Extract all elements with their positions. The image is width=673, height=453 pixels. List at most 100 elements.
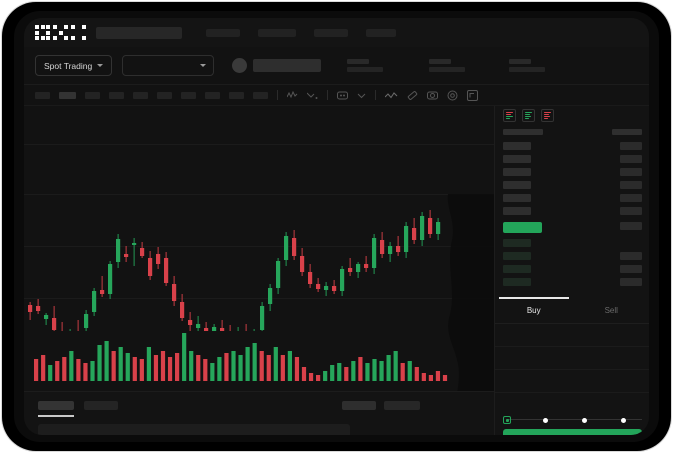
toolbar-divider xyxy=(327,90,328,100)
tab-sell[interactable]: Sell xyxy=(604,306,618,315)
template-icon[interactable] xyxy=(337,91,348,100)
orderbook-bid-row[interactable] xyxy=(503,239,531,247)
price-chart[interactable] xyxy=(24,106,502,434)
orderbook-last-amount xyxy=(620,222,642,230)
market-subheader: Spot Trading xyxy=(24,47,649,85)
chart-gridline xyxy=(24,194,494,195)
orderbook-bids-icon[interactable] xyxy=(522,109,535,122)
orders-tab-history[interactable] xyxy=(84,401,118,410)
ticker-stat-value xyxy=(347,67,384,72)
orderbook-bid-amount xyxy=(620,252,642,260)
slider-stop-75[interactable] xyxy=(621,417,626,423)
compare-icon[interactable] xyxy=(307,91,318,100)
orderbook-ask-row[interactable] xyxy=(503,207,531,215)
orderbook-ask-amount xyxy=(620,155,642,163)
timeframe-button[interactable] xyxy=(85,91,100,99)
orders-action-1[interactable] xyxy=(342,401,376,410)
timeframe-button[interactable] xyxy=(35,91,50,99)
orderbook-asks-icon[interactable] xyxy=(541,109,554,122)
orderbook-bid-row[interactable] xyxy=(503,252,531,260)
timeframe-button[interactable] xyxy=(181,91,196,99)
indicator-icon[interactable] xyxy=(287,90,298,100)
orders-tab-open[interactable] xyxy=(38,401,74,410)
ticker-stat-label xyxy=(509,59,532,64)
okx-logo[interactable] xyxy=(35,25,86,40)
okx-logo-letter-k xyxy=(53,25,68,40)
order-form-divider xyxy=(495,392,649,393)
tab-buy[interactable]: Buy xyxy=(495,297,573,323)
measure-icon[interactable] xyxy=(407,90,418,101)
chevron-down-icon xyxy=(97,64,104,67)
timeframe-button[interactable] xyxy=(109,91,124,99)
nav-item-1[interactable] xyxy=(206,28,240,37)
orderbook-bid-amount xyxy=(620,278,642,286)
orderbook-ask-amount xyxy=(620,194,642,202)
orderbook-ask-row[interactable] xyxy=(503,142,531,150)
slider-stop-25[interactable] xyxy=(543,417,548,423)
orders-tab-active-underline xyxy=(38,415,74,417)
timeframe-button[interactable] xyxy=(205,91,220,99)
search-input[interactable] xyxy=(96,26,182,39)
orders-panel xyxy=(24,391,494,435)
slider-track xyxy=(507,419,642,420)
app-screen: Spot Trading xyxy=(24,18,649,435)
okx-logo-letter-x xyxy=(71,25,86,40)
timeframe-button[interactable] xyxy=(133,91,148,99)
orderbook-ask-amount xyxy=(620,168,642,176)
trading-pair-selector[interactable] xyxy=(122,55,215,76)
ticker-stat-3 xyxy=(509,59,546,72)
order-form-divider xyxy=(495,369,649,370)
nav-item-2[interactable] xyxy=(258,28,296,37)
orders-action-2[interactable] xyxy=(384,401,420,410)
ticker-stat-label xyxy=(429,59,452,64)
chart-gridline xyxy=(24,144,494,145)
fullscreen-icon[interactable] xyxy=(467,89,478,101)
chevron-down-icon[interactable] xyxy=(357,91,366,100)
camera-icon[interactable] xyxy=(427,90,438,100)
orderbook-bid-amount xyxy=(620,265,642,273)
top-navbar xyxy=(24,18,649,47)
orderbook-view-modes xyxy=(503,109,554,122)
ticker-stat-label xyxy=(347,59,370,64)
orderbook-header-right xyxy=(612,129,642,135)
nav-item-3[interactable] xyxy=(314,28,348,37)
chart-toolbar xyxy=(24,85,649,106)
orderbook-ask-row[interactable] xyxy=(503,155,531,163)
chevron-down-icon xyxy=(200,64,207,67)
orderbook-ask-row[interactable] xyxy=(503,194,531,202)
chart-gridline xyxy=(24,246,494,247)
buy-sell-tabs: Buy Sell xyxy=(495,297,649,324)
timeframe-button[interactable] xyxy=(253,91,268,99)
orderbook-last-price-row xyxy=(503,222,542,233)
ticker-stat-1 xyxy=(347,59,384,72)
submit-order-button[interactable] xyxy=(503,429,642,435)
market-type-label: Spot Trading xyxy=(44,60,93,71)
ticker-stat-2 xyxy=(429,59,466,72)
settings-icon[interactable] xyxy=(447,90,458,101)
orderbook-both-icon[interactable] xyxy=(503,109,516,122)
device-bezel: Spot Trading xyxy=(14,11,659,442)
slider-stop-50[interactable] xyxy=(582,417,587,423)
timeframe-button[interactable] xyxy=(157,91,172,99)
ticker-stat-value xyxy=(429,67,466,72)
nav-item-4[interactable] xyxy=(366,28,396,37)
orderbook-bid-row[interactable] xyxy=(503,278,531,286)
market-type-selector[interactable]: Spot Trading xyxy=(35,55,113,76)
timeframe-button[interactable] xyxy=(229,91,244,99)
orderbook-bid-row[interactable] xyxy=(503,265,531,273)
orderbook-ask-row[interactable] xyxy=(503,168,531,176)
pair-coin-icon xyxy=(232,58,248,73)
last-price-value xyxy=(253,59,322,72)
okx-logo-letter-o xyxy=(35,25,50,40)
volume-chart xyxy=(24,331,494,391)
orderbook-ask-row[interactable] xyxy=(503,181,531,189)
orderbook-header-left xyxy=(503,129,543,135)
slider-handle[interactable] xyxy=(503,416,511,424)
line-chart-icon[interactable] xyxy=(385,91,398,100)
amount-slider[interactable] xyxy=(503,416,642,424)
volume-series xyxy=(34,333,448,381)
timeframe-button-active[interactable] xyxy=(59,91,76,99)
orderbook-ask-amount xyxy=(620,207,642,215)
